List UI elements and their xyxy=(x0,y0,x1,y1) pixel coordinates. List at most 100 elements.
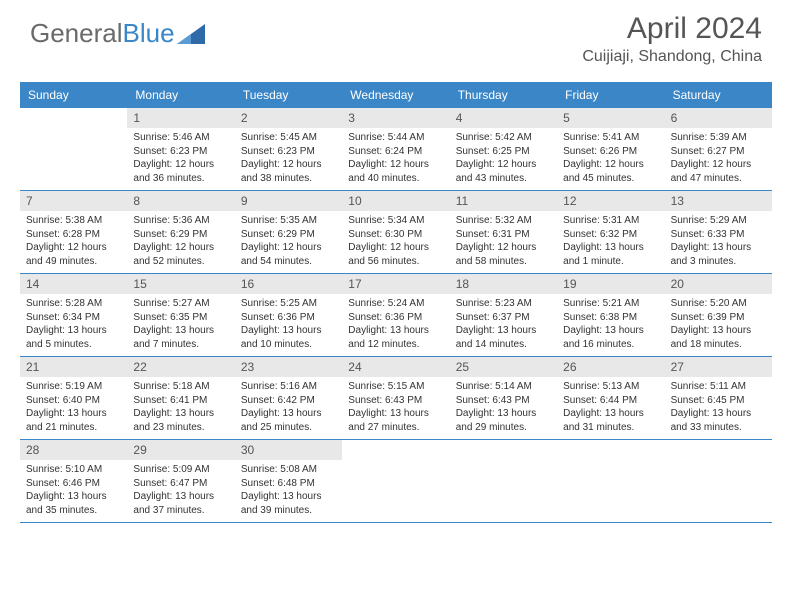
day-details: Sunrise: 5:27 AMSunset: 6:35 PMDaylight:… xyxy=(127,294,234,355)
day-details: Sunrise: 5:10 AMSunset: 6:46 PMDaylight:… xyxy=(20,460,127,521)
day-number: 1 xyxy=(127,108,234,128)
day-number xyxy=(665,440,772,460)
day-number: 18 xyxy=(450,274,557,294)
sunrise-text: Sunrise: 5:45 AM xyxy=(241,131,336,145)
day-details: Sunrise: 5:29 AMSunset: 6:33 PMDaylight:… xyxy=(665,211,772,272)
day-number xyxy=(342,440,449,460)
week-row: 14Sunrise: 5:28 AMSunset: 6:34 PMDayligh… xyxy=(20,274,772,357)
day-cell: 27Sunrise: 5:11 AMSunset: 6:45 PMDayligh… xyxy=(665,357,772,439)
day-cell: 20Sunrise: 5:20 AMSunset: 6:39 PMDayligh… xyxy=(665,274,772,356)
day-details: Sunrise: 5:36 AMSunset: 6:29 PMDaylight:… xyxy=(127,211,234,272)
day-number: 5 xyxy=(557,108,664,128)
sunrise-text: Sunrise: 5:10 AM xyxy=(26,463,121,477)
day-cell xyxy=(20,108,127,190)
daylight-text: Daylight: 13 hours and 7 minutes. xyxy=(133,324,228,351)
daylight-text: Daylight: 13 hours and 39 minutes. xyxy=(241,490,336,517)
day-number: 8 xyxy=(127,191,234,211)
sunset-text: Sunset: 6:43 PM xyxy=(456,394,551,408)
day-number: 13 xyxy=(665,191,772,211)
daylight-text: Daylight: 13 hours and 14 minutes. xyxy=(456,324,551,351)
sunset-text: Sunset: 6:33 PM xyxy=(671,228,766,242)
day-details: Sunrise: 5:25 AMSunset: 6:36 PMDaylight:… xyxy=(235,294,342,355)
day-details: Sunrise: 5:16 AMSunset: 6:42 PMDaylight:… xyxy=(235,377,342,438)
day-header: Friday xyxy=(557,82,664,108)
day-number: 21 xyxy=(20,357,127,377)
sunrise-text: Sunrise: 5:13 AM xyxy=(563,380,658,394)
sunset-text: Sunset: 6:40 PM xyxy=(26,394,121,408)
sunrise-text: Sunrise: 5:20 AM xyxy=(671,297,766,311)
day-cell: 30Sunrise: 5:08 AMSunset: 6:48 PMDayligh… xyxy=(235,440,342,522)
day-details: Sunrise: 5:20 AMSunset: 6:39 PMDaylight:… xyxy=(665,294,772,355)
daylight-text: Daylight: 13 hours and 1 minute. xyxy=(563,241,658,268)
sunrise-text: Sunrise: 5:21 AM xyxy=(563,297,658,311)
day-header: Tuesday xyxy=(235,82,342,108)
sunrise-text: Sunrise: 5:25 AM xyxy=(241,297,336,311)
day-details: Sunrise: 5:15 AMSunset: 6:43 PMDaylight:… xyxy=(342,377,449,438)
day-cell: 22Sunrise: 5:18 AMSunset: 6:41 PMDayligh… xyxy=(127,357,234,439)
day-details: Sunrise: 5:42 AMSunset: 6:25 PMDaylight:… xyxy=(450,128,557,189)
sunset-text: Sunset: 6:46 PM xyxy=(26,477,121,491)
day-cell: 16Sunrise: 5:25 AMSunset: 6:36 PMDayligh… xyxy=(235,274,342,356)
sunrise-text: Sunrise: 5:38 AM xyxy=(26,214,121,228)
day-details: Sunrise: 5:44 AMSunset: 6:24 PMDaylight:… xyxy=(342,128,449,189)
daylight-text: Daylight: 13 hours and 3 minutes. xyxy=(671,241,766,268)
day-cell: 10Sunrise: 5:34 AMSunset: 6:30 PMDayligh… xyxy=(342,191,449,273)
daylight-text: Daylight: 12 hours and 54 minutes. xyxy=(241,241,336,268)
sunset-text: Sunset: 6:30 PM xyxy=(348,228,443,242)
day-number: 26 xyxy=(557,357,664,377)
daylight-text: Daylight: 12 hours and 36 minutes. xyxy=(133,158,228,185)
day-header: Wednesday xyxy=(342,82,449,108)
day-cell xyxy=(450,440,557,522)
sunset-text: Sunset: 6:44 PM xyxy=(563,394,658,408)
week-row: 21 Sunrise: 5:19 AMSunset: 6:40 PM Dayligh… xyxy=(20,357,772,440)
day-cell: 6Sunrise: 5:39 AMSunset: 6:27 PMDaylight… xyxy=(665,108,772,190)
day-number: 15 xyxy=(127,274,234,294)
daylight-text: Daylight: 12 hours and 45 minutes. xyxy=(563,158,658,185)
daylight-text: Daylight: 13 hours and 18 minutes. xyxy=(671,324,766,351)
daylight-text: Daylight: 12 hours and 43 minutes. xyxy=(456,158,551,185)
sunrise-text: Sunrise: 5:28 AM xyxy=(26,297,121,311)
day-cell: 14Sunrise: 5:28 AMSunset: 6:34 PMDayligh… xyxy=(20,274,127,356)
sunset-text: Sunset: 6:38 PM xyxy=(563,311,658,325)
sunset-text: Sunset: 6:31 PM xyxy=(456,228,551,242)
sunrise-text: Sunrise: 5:34 AM xyxy=(348,214,443,228)
day-details: Sunrise: 5:08 AMSunset: 6:48 PMDaylight:… xyxy=(235,460,342,521)
sunrise-text: Sunrise: 5:46 AM xyxy=(133,131,228,145)
sunset-text: Sunset: 6:45 PM xyxy=(671,394,766,408)
sunrise-text: Sunrise: 5:23 AM xyxy=(456,297,551,311)
day-cell xyxy=(665,440,772,522)
sunrise-text: Sunrise: 5:31 AM xyxy=(563,214,658,228)
sunrise-text: Sunrise: 5:36 AM xyxy=(133,214,228,228)
day-header: Sunday xyxy=(20,82,127,108)
day-number: 3 xyxy=(342,108,449,128)
daylight-text: Daylight: 13 hours and 23 minutes. xyxy=(133,407,228,434)
logo: GeneralBlue xyxy=(30,18,205,49)
day-details: Sunrise: 5:45 AMSunset: 6:23 PMDaylight:… xyxy=(235,128,342,189)
sunset-text: Sunset: 6:36 PM xyxy=(241,311,336,325)
day-cell: 8Sunrise: 5:36 AMSunset: 6:29 PMDaylight… xyxy=(127,191,234,273)
location: Cuijiaji, Shandong, China xyxy=(582,48,762,66)
day-details: Sunrise: 5:46 AMSunset: 6:23 PMDaylight:… xyxy=(127,128,234,189)
sunrise-text: Sunrise: 5:35 AM xyxy=(241,214,336,228)
sunrise-text: Sunrise: 5:16 AM xyxy=(241,380,336,394)
day-cell: 26Sunrise: 5:13 AMSunset: 6:44 PMDayligh… xyxy=(557,357,664,439)
sunrise-text: Sunrise: 5:09 AM xyxy=(133,463,228,477)
day-number: 23 xyxy=(235,357,342,377)
day-number: 27 xyxy=(665,357,772,377)
daylight-text: Daylight: 13 hours and 10 minutes. xyxy=(241,324,336,351)
calendar: SundayMondayTuesdayWednesdayThursdayFrid… xyxy=(20,82,772,523)
day-details: Sunrise: 5:34 AMSunset: 6:30 PMDaylight:… xyxy=(342,211,449,272)
day-cell: 11Sunrise: 5:32 AMSunset: 6:31 PMDayligh… xyxy=(450,191,557,273)
logo-text-1: General xyxy=(30,18,123,49)
sunrise-text: Sunrise: 5:19 AM xyxy=(26,380,121,394)
sunrise-text: Sunrise: 5:24 AM xyxy=(348,297,443,311)
daylight-text: Daylight: 12 hours and 56 minutes. xyxy=(348,241,443,268)
day-cell: 4Sunrise: 5:42 AMSunset: 6:25 PMDaylight… xyxy=(450,108,557,190)
day-details: Sunrise: 5:35 AMSunset: 6:29 PMDaylight:… xyxy=(235,211,342,272)
day-number: 7 xyxy=(20,191,127,211)
day-details: Sunrise: 5:11 AMSunset: 6:45 PMDaylight:… xyxy=(665,377,772,438)
day-number: 10 xyxy=(342,191,449,211)
day-number: 11 xyxy=(450,191,557,211)
day-cell: 21Sunrise: 5:19 AMSunset: 6:40 PMDayligh… xyxy=(20,357,127,439)
sunset-text: Sunset: 6:28 PM xyxy=(26,228,121,242)
